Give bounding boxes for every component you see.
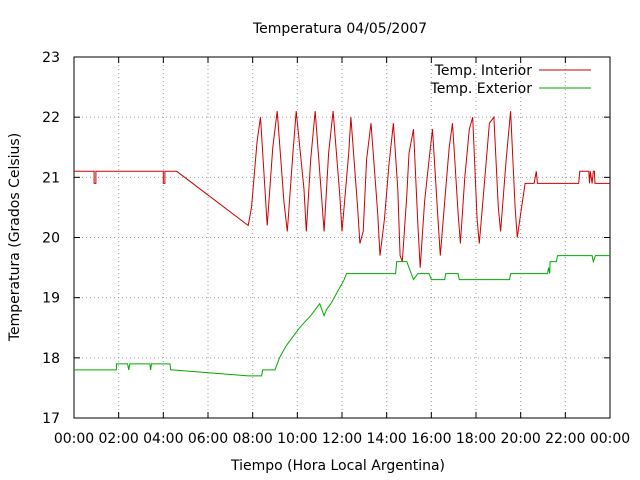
x-tick-label: 04:00 [143, 431, 183, 447]
x-tick-label: 06:00 [188, 431, 228, 447]
x-axis-label: Tiempo (Hora Local Argentina) [230, 458, 445, 474]
y-tick-label: 17 [42, 411, 60, 427]
y-tick-label: 18 [42, 351, 60, 367]
y-tick-label: 23 [42, 50, 60, 66]
y-tick-label: 22 [42, 110, 60, 126]
x-tick-label: 22:00 [545, 431, 585, 447]
axis-ticks: 00:00 02:00 04:00 06:00 08:00 10:00 12:00 14:00… [42, 50, 630, 447]
series-line-exterior [74, 255, 610, 377]
x-tick-label: 00:00 [54, 431, 94, 447]
x-tick-label: 18:00 [456, 431, 496, 447]
y-tick-label: 19 [42, 291, 60, 307]
series-line-interior [74, 111, 610, 268]
y-tick-label: 20 [42, 231, 60, 247]
x-tick-label: 00:00 [590, 431, 630, 447]
x-tick-label: 02:00 [98, 431, 138, 447]
legend-label-exterior: Temp. Exterior [430, 81, 533, 97]
x-tick-label: 16:00 [411, 431, 451, 447]
legend: Temp. Interior Temp. Exterior [430, 63, 591, 97]
x-tick-label: 08:00 [232, 431, 272, 447]
y-axis-label: Temperatura (Grados Celsius) [7, 133, 23, 342]
x-tick-label: 14:00 [366, 431, 406, 447]
series-group [74, 111, 610, 377]
grid-lines [74, 57, 610, 418]
x-tick-label: 12:00 [322, 431, 362, 447]
x-tick-label: 20:00 [500, 431, 540, 447]
legend-label-interior: Temp. Interior [434, 63, 533, 79]
x-tick-label: 10:00 [277, 431, 317, 447]
chart-title: Temperatura 04/05/2007 [252, 21, 427, 37]
y-tick-label: 21 [42, 170, 60, 186]
